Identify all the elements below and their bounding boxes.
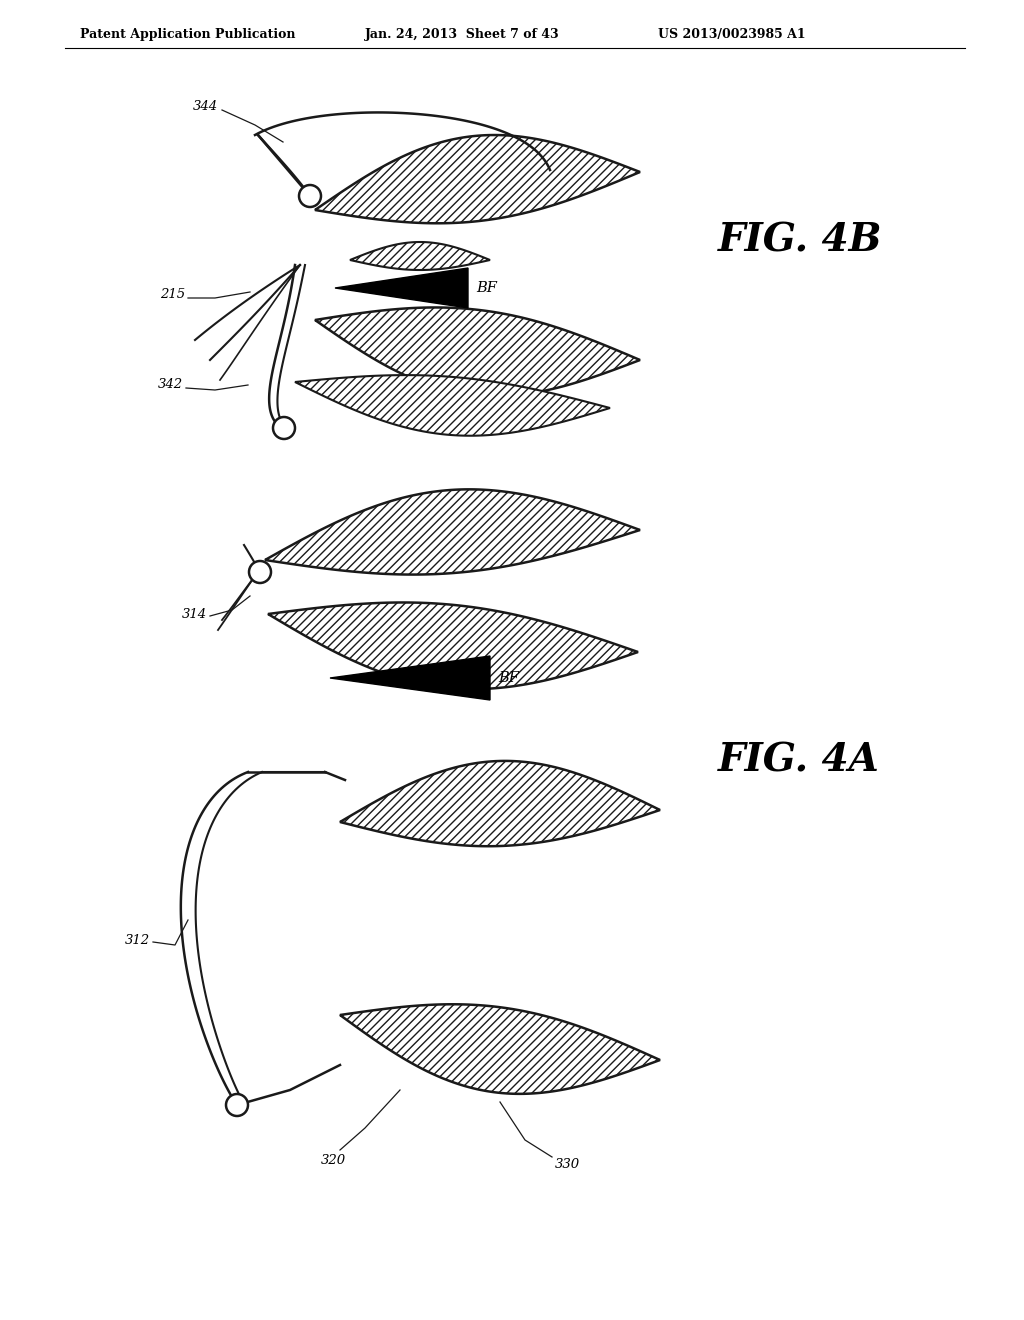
Text: 314: 314 bbox=[182, 607, 207, 620]
Circle shape bbox=[299, 185, 321, 207]
Circle shape bbox=[249, 561, 271, 583]
Text: 330: 330 bbox=[555, 1159, 581, 1172]
Polygon shape bbox=[335, 268, 468, 308]
Text: 342: 342 bbox=[158, 379, 183, 392]
Text: FIG. 4B: FIG. 4B bbox=[718, 220, 883, 259]
Polygon shape bbox=[295, 375, 610, 436]
Circle shape bbox=[273, 417, 295, 440]
Text: BF: BF bbox=[498, 671, 519, 685]
Text: US 2013/0023985 A1: US 2013/0023985 A1 bbox=[658, 28, 806, 41]
Text: Patent Application Publication: Patent Application Publication bbox=[80, 28, 296, 41]
Circle shape bbox=[226, 1094, 248, 1115]
Text: 344: 344 bbox=[193, 100, 218, 114]
Text: 312: 312 bbox=[125, 933, 150, 946]
Polygon shape bbox=[330, 656, 490, 700]
Polygon shape bbox=[268, 602, 638, 689]
Text: 320: 320 bbox=[321, 1154, 345, 1167]
Text: BF: BF bbox=[476, 281, 497, 294]
Polygon shape bbox=[340, 1005, 660, 1094]
Text: FIG. 4A: FIG. 4A bbox=[718, 741, 880, 779]
Text: Jan. 24, 2013  Sheet 7 of 43: Jan. 24, 2013 Sheet 7 of 43 bbox=[365, 28, 560, 41]
Polygon shape bbox=[350, 242, 490, 271]
Polygon shape bbox=[265, 490, 640, 574]
Polygon shape bbox=[315, 308, 640, 396]
Text: 215: 215 bbox=[160, 289, 185, 301]
Polygon shape bbox=[315, 135, 640, 223]
Polygon shape bbox=[340, 760, 660, 846]
